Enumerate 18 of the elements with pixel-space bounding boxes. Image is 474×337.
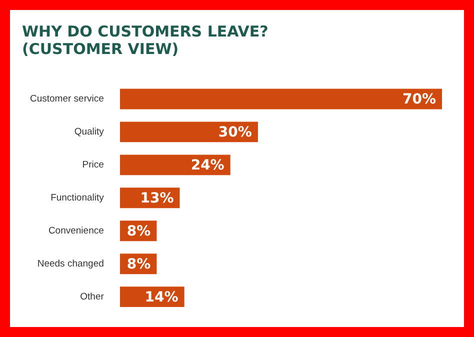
data-label: 8%: [126, 224, 151, 240]
data-label: 24%: [190, 158, 224, 174]
y-tick-label: Customer service: [30, 94, 104, 105]
y-tick-label: Price: [82, 160, 104, 171]
y-tick-label: Convenience: [48, 225, 104, 236]
data-label: 70%: [402, 92, 436, 108]
data-label: 30%: [218, 124, 252, 141]
y-tick-label: Functionality: [50, 192, 104, 204]
bar: [120, 88, 442, 110]
chart-title: WHY DO CUSTOMERS LEAVE? (CUSTOMER VIEW): [22, 22, 268, 58]
bar: [120, 154, 230, 176]
y-tick-label: Needs changed: [37, 258, 104, 270]
y-tick-label: Other: [80, 291, 104, 302]
bar: [120, 122, 258, 142]
data-label: 8%: [126, 256, 151, 272]
data-label: 13%: [140, 190, 174, 207]
data-label: 14%: [144, 289, 178, 306]
y-tick-label: Quality: [74, 126, 104, 138]
